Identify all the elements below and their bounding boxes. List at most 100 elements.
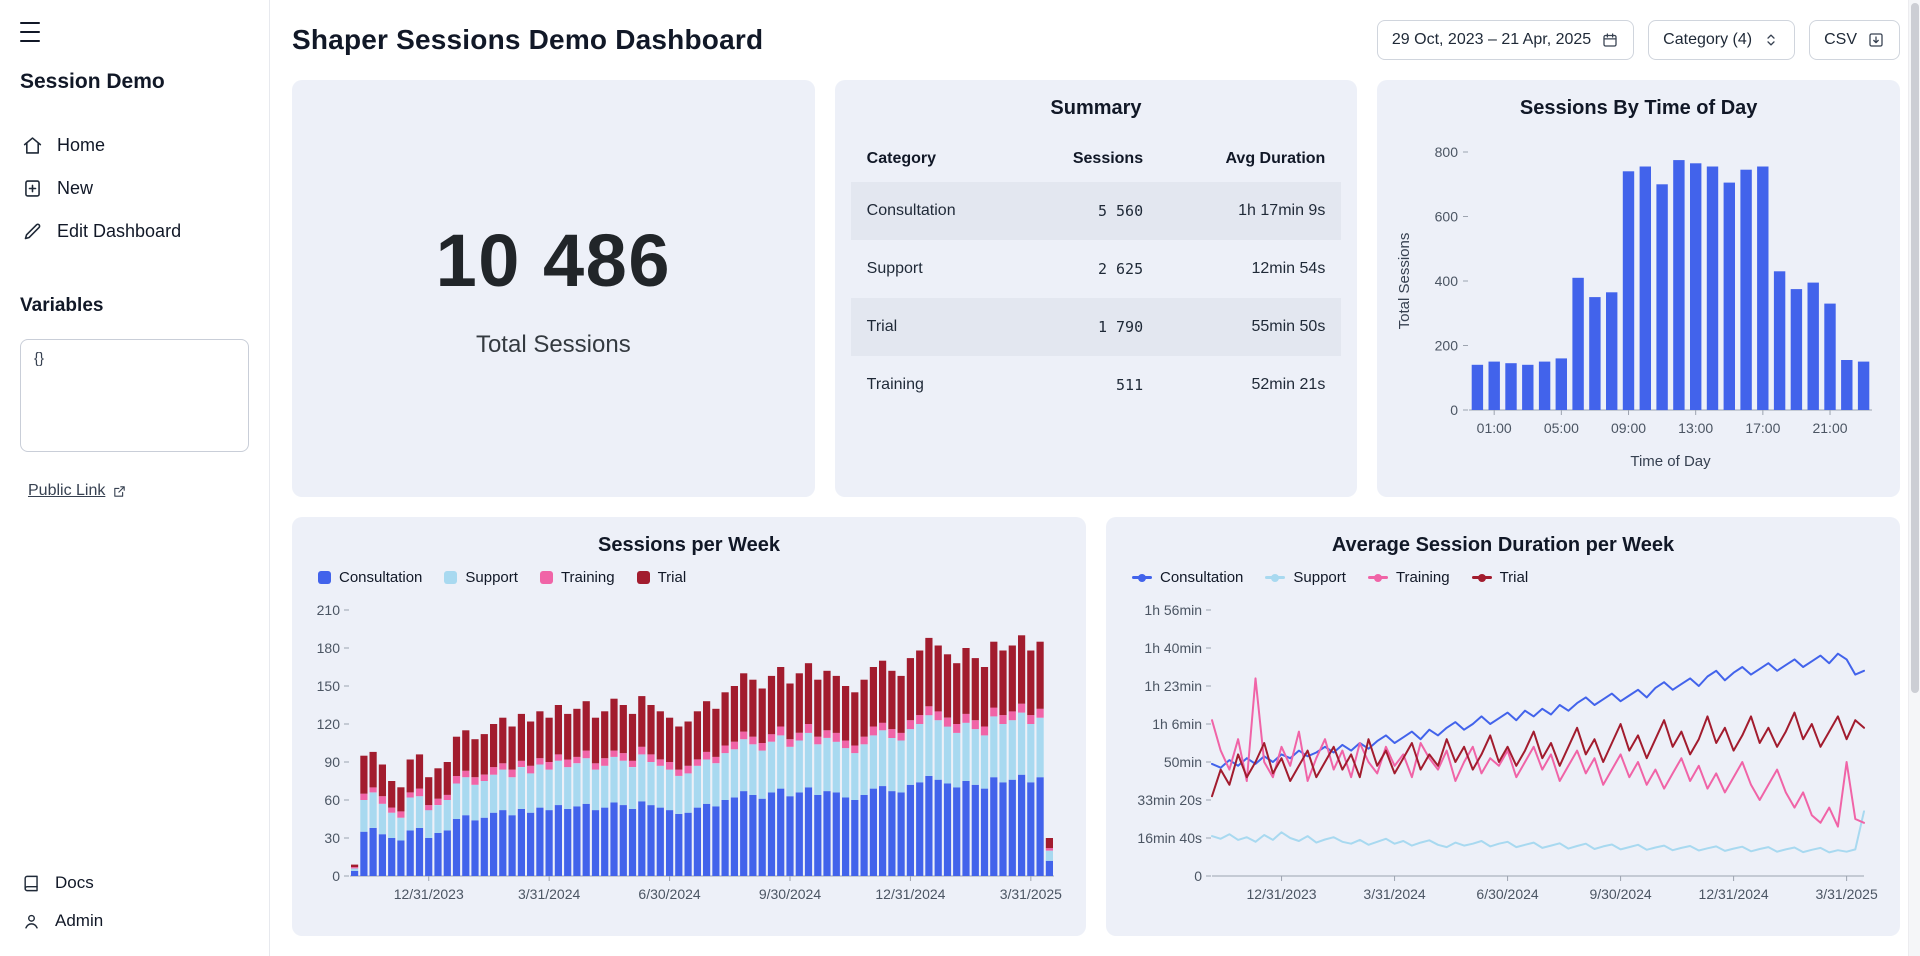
stack-segment-consultation — [554, 805, 562, 876]
stack-segment-support — [425, 810, 433, 838]
stack-segment-training — [786, 739, 794, 747]
sessions-cell: 2 625 — [1097, 260, 1144, 278]
stack-segment-training — [962, 713, 970, 723]
stack-segment-trial — [675, 726, 683, 770]
stack-segment-training — [1018, 703, 1026, 713]
legend-label: Support — [465, 569, 518, 586]
svg-text:1h 40min: 1h 40min — [1144, 640, 1202, 656]
stack-segment-support — [971, 729, 979, 785]
public-link[interactable]: Public Link — [28, 482, 127, 500]
scrollbar-thumb[interactable] — [1911, 3, 1919, 693]
stack-segment-consultation — [888, 791, 896, 876]
stack-segment-support — [693, 765, 701, 808]
stack-segment-training — [804, 724, 813, 733]
sessions-cell: 1 790 — [1097, 318, 1144, 336]
stack-segment-trial — [934, 645, 942, 712]
chevron-up-down-icon — [1767, 34, 1775, 46]
legend-item-trial: Trial — [1471, 569, 1529, 586]
summary-col-avg-duration: Avg Duration — [1225, 150, 1326, 167]
csv-export-button[interactable]: CSV — [1809, 20, 1900, 60]
sidebar-item-edit-dashboard[interactable]: Edit Dashboard — [20, 210, 249, 253]
stack-segment-training — [934, 711, 942, 721]
sidebar-item-admin[interactable]: Admin — [20, 902, 249, 940]
stack-segment-trial — [730, 686, 738, 742]
stack-segment-consultation — [452, 819, 461, 876]
page-title: Shaper Sessions Demo Dashboard — [292, 24, 764, 55]
sidebar-item-docs[interactable]: Docs — [20, 864, 249, 902]
stack-segment-consultation — [1027, 782, 1035, 876]
stack-segment-trial — [406, 759, 414, 793]
stack-segment-training — [721, 745, 729, 754]
stack-segment-support — [943, 726, 952, 784]
stack-segment-consultation — [480, 817, 488, 876]
stack-segment-support — [517, 767, 525, 809]
menu-toggle-button[interactable] — [20, 20, 48, 44]
stack-segment-training — [499, 763, 507, 770]
stack-segment-training — [452, 775, 461, 784]
stack-segment-consultation — [434, 832, 442, 876]
stack-segment-support — [406, 797, 414, 831]
legend-marker-dot — [1138, 573, 1146, 582]
stack-segment-trial — [990, 641, 998, 708]
stack-segment-support — [434, 805, 442, 833]
date-range-picker[interactable]: 29 Oct, 2023 – 21 Apr, 2025 — [1376, 20, 1635, 60]
stack-segment-trial — [480, 734, 488, 775]
stack-segment-training — [508, 769, 516, 778]
legend-swatch-consultation — [318, 571, 331, 584]
stack-segment-support — [1008, 720, 1016, 780]
bar-07:00 — [1589, 297, 1601, 410]
stack-segment-trial — [842, 686, 850, 741]
vertical-scrollbar[interactable] — [1908, 0, 1920, 956]
stack-segment-trial — [397, 787, 405, 812]
stack-segment-trial — [554, 705, 562, 755]
bar-00:00 — [1472, 364, 1484, 410]
stack-segment-training — [406, 792, 414, 798]
legend-item-consultation: Consultation — [1132, 569, 1243, 586]
stack-segment-support — [638, 754, 646, 802]
variables-editor[interactable]: {} — [20, 339, 249, 452]
bar-16:00 — [1740, 169, 1753, 410]
avg-duration-cell: 12min 54s — [1251, 260, 1326, 277]
category-filter-select[interactable]: Category (4) — [1648, 20, 1796, 60]
stack-segment-trial — [693, 711, 701, 760]
time-of-day-chart-title: Sessions By Time of Day — [1519, 97, 1758, 119]
svg-text:3/31/2025: 3/31/2025 — [1815, 886, 1877, 902]
svg-text:05:00: 05:00 — [1544, 420, 1579, 436]
stack-segment-consultation — [508, 815, 516, 876]
stack-segment-consultation — [814, 794, 822, 876]
stack-segment-consultation — [693, 807, 701, 876]
stack-segment-training — [425, 805, 433, 811]
stack-segment-training — [990, 707, 998, 717]
svg-text:6/30/2024: 6/30/2024 — [638, 886, 700, 902]
stack-segment-trial — [999, 650, 1007, 716]
svg-text:0: 0 — [1194, 868, 1202, 884]
stack-segment-support — [823, 737, 831, 792]
svg-text:13:00: 13:00 — [1678, 420, 1713, 436]
sidebar-item-home[interactable]: Home — [20, 124, 249, 167]
csv-label: CSV — [1824, 31, 1857, 48]
stack-segment-consultation — [564, 808, 572, 876]
sidebar-item-new[interactable]: New — [20, 167, 249, 210]
stack-segment-trial — [452, 736, 461, 776]
stack-segment-consultation — [906, 784, 914, 876]
svg-text:30: 30 — [324, 830, 340, 846]
stack-segment-support — [749, 744, 757, 795]
hamburger-icon — [20, 22, 40, 25]
stack-segment-consultation — [832, 792, 840, 876]
stack-segment-support — [360, 800, 368, 832]
stack-segment-training — [564, 759, 572, 768]
stack-segment-support — [647, 762, 655, 806]
stack-segment-training — [1027, 715, 1035, 724]
svg-text:120: 120 — [317, 716, 341, 732]
stack-segment-trial — [703, 701, 711, 752]
stack-segment-support — [962, 722, 970, 781]
sidebar: Session Demo Home New Edit Dashboard Var… — [0, 0, 270, 956]
svg-text:1h 6min: 1h 6min — [1152, 716, 1202, 732]
stack-segment-support — [906, 729, 914, 785]
legend-label: Trial — [1499, 569, 1529, 586]
stack-segment-consultation — [869, 788, 877, 876]
stack-segment-consultation — [925, 775, 933, 876]
variables-value: {} — [34, 350, 45, 367]
stack-segment-trial — [906, 658, 914, 721]
legend-item-support: Support — [444, 569, 518, 586]
